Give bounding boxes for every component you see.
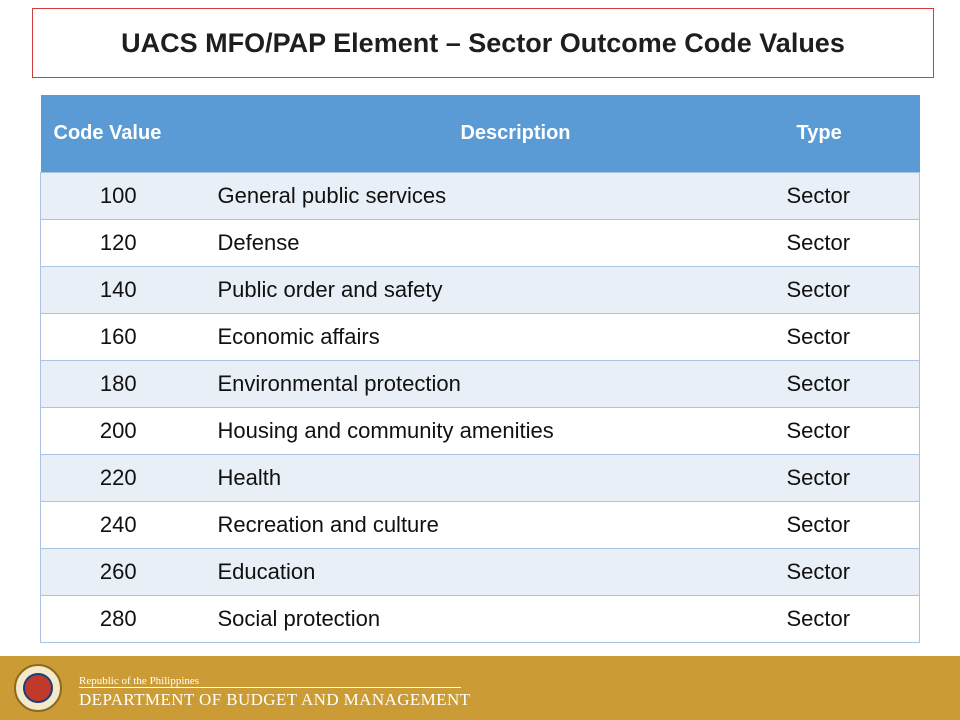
code-values-table: Code Value Description Type 100 General … (40, 95, 920, 643)
header-code-value: Code Value (40, 95, 206, 173)
seal-center (23, 673, 53, 703)
cell-code: 220 (40, 454, 206, 502)
table-row: 140 Public order and safety Sector (40, 266, 920, 314)
table-row: 260 Education Sector (40, 548, 920, 596)
cell-type: Sector (765, 407, 920, 455)
cell-code: 160 (40, 313, 206, 361)
cell-description: Environmental protection (205, 360, 766, 408)
cell-type: Sector (765, 501, 920, 549)
footer-department-text: DEPARTMENT OF BUDGET AND MANAGEMENT (79, 690, 471, 709)
table-row: 280 Social protection Sector (40, 595, 920, 643)
cell-code: 120 (40, 219, 206, 267)
slide-title: UACS MFO/PAP Element – Sector Outcome Co… (121, 27, 845, 58)
header-type: Type (765, 95, 920, 173)
header-description: Description (205, 95, 766, 173)
cell-code: 140 (40, 266, 206, 314)
cell-type: Sector (765, 313, 920, 361)
cell-type: Sector (765, 219, 920, 267)
cell-type: Sector (765, 454, 920, 502)
footer-bar (0, 656, 960, 720)
cell-type: Sector (765, 360, 920, 408)
cell-type: Sector (765, 266, 920, 314)
cell-description: Health (205, 454, 766, 502)
cell-description: General public services (205, 172, 766, 220)
cell-type: Sector (765, 548, 920, 596)
cell-code: 240 (40, 501, 206, 549)
cell-description: Public order and safety (205, 266, 766, 314)
cell-description: Housing and community amenities (205, 407, 766, 455)
footer-divider (79, 687, 461, 688)
table-row: 120 Defense Sector (40, 219, 920, 267)
title-box: UACS MFO/PAP Element – Sector Outcome Co… (32, 8, 934, 78)
cell-description: Economic affairs (205, 313, 766, 361)
cell-code: 180 (40, 360, 206, 408)
dbm-seal-icon (14, 664, 62, 712)
table-header-row: Code Value Description Type (40, 95, 920, 173)
table-row: 180 Environmental protection Sector (40, 360, 920, 408)
cell-code: 200 (40, 407, 206, 455)
cell-description: Social protection (205, 595, 766, 643)
table-row: 160 Economic affairs Sector (40, 313, 920, 361)
cell-code: 100 (40, 172, 206, 220)
cell-description: Defense (205, 219, 766, 267)
cell-code: 280 (40, 595, 206, 643)
cell-type: Sector (765, 172, 920, 220)
cell-code: 260 (40, 548, 206, 596)
table-row: 220 Health Sector (40, 454, 920, 502)
table-row: 240 Recreation and culture Sector (40, 501, 920, 549)
footer-republic-text: Republic of the Philippines (79, 675, 200, 687)
cell-description: Education (205, 548, 766, 596)
cell-description: Recreation and culture (205, 501, 766, 549)
table-row: 200 Housing and community amenities Sect… (40, 407, 920, 455)
cell-type: Sector (765, 595, 920, 643)
table-row: 100 General public services Sector (40, 172, 920, 220)
